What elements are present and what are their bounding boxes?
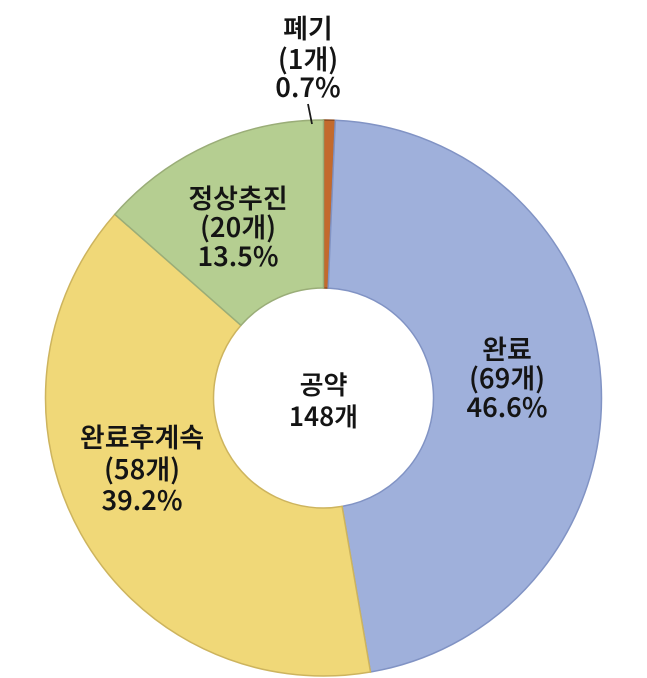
svg-text:148개: 148개 bbox=[289, 397, 358, 434]
svg-text:46.6%: 46.6% bbox=[466, 386, 547, 425]
svg-text:13.5%: 13.5% bbox=[197, 235, 278, 274]
svg-text:39.2%: 39.2% bbox=[101, 479, 182, 518]
svg-text:0.7%: 0.7% bbox=[275, 66, 340, 105]
